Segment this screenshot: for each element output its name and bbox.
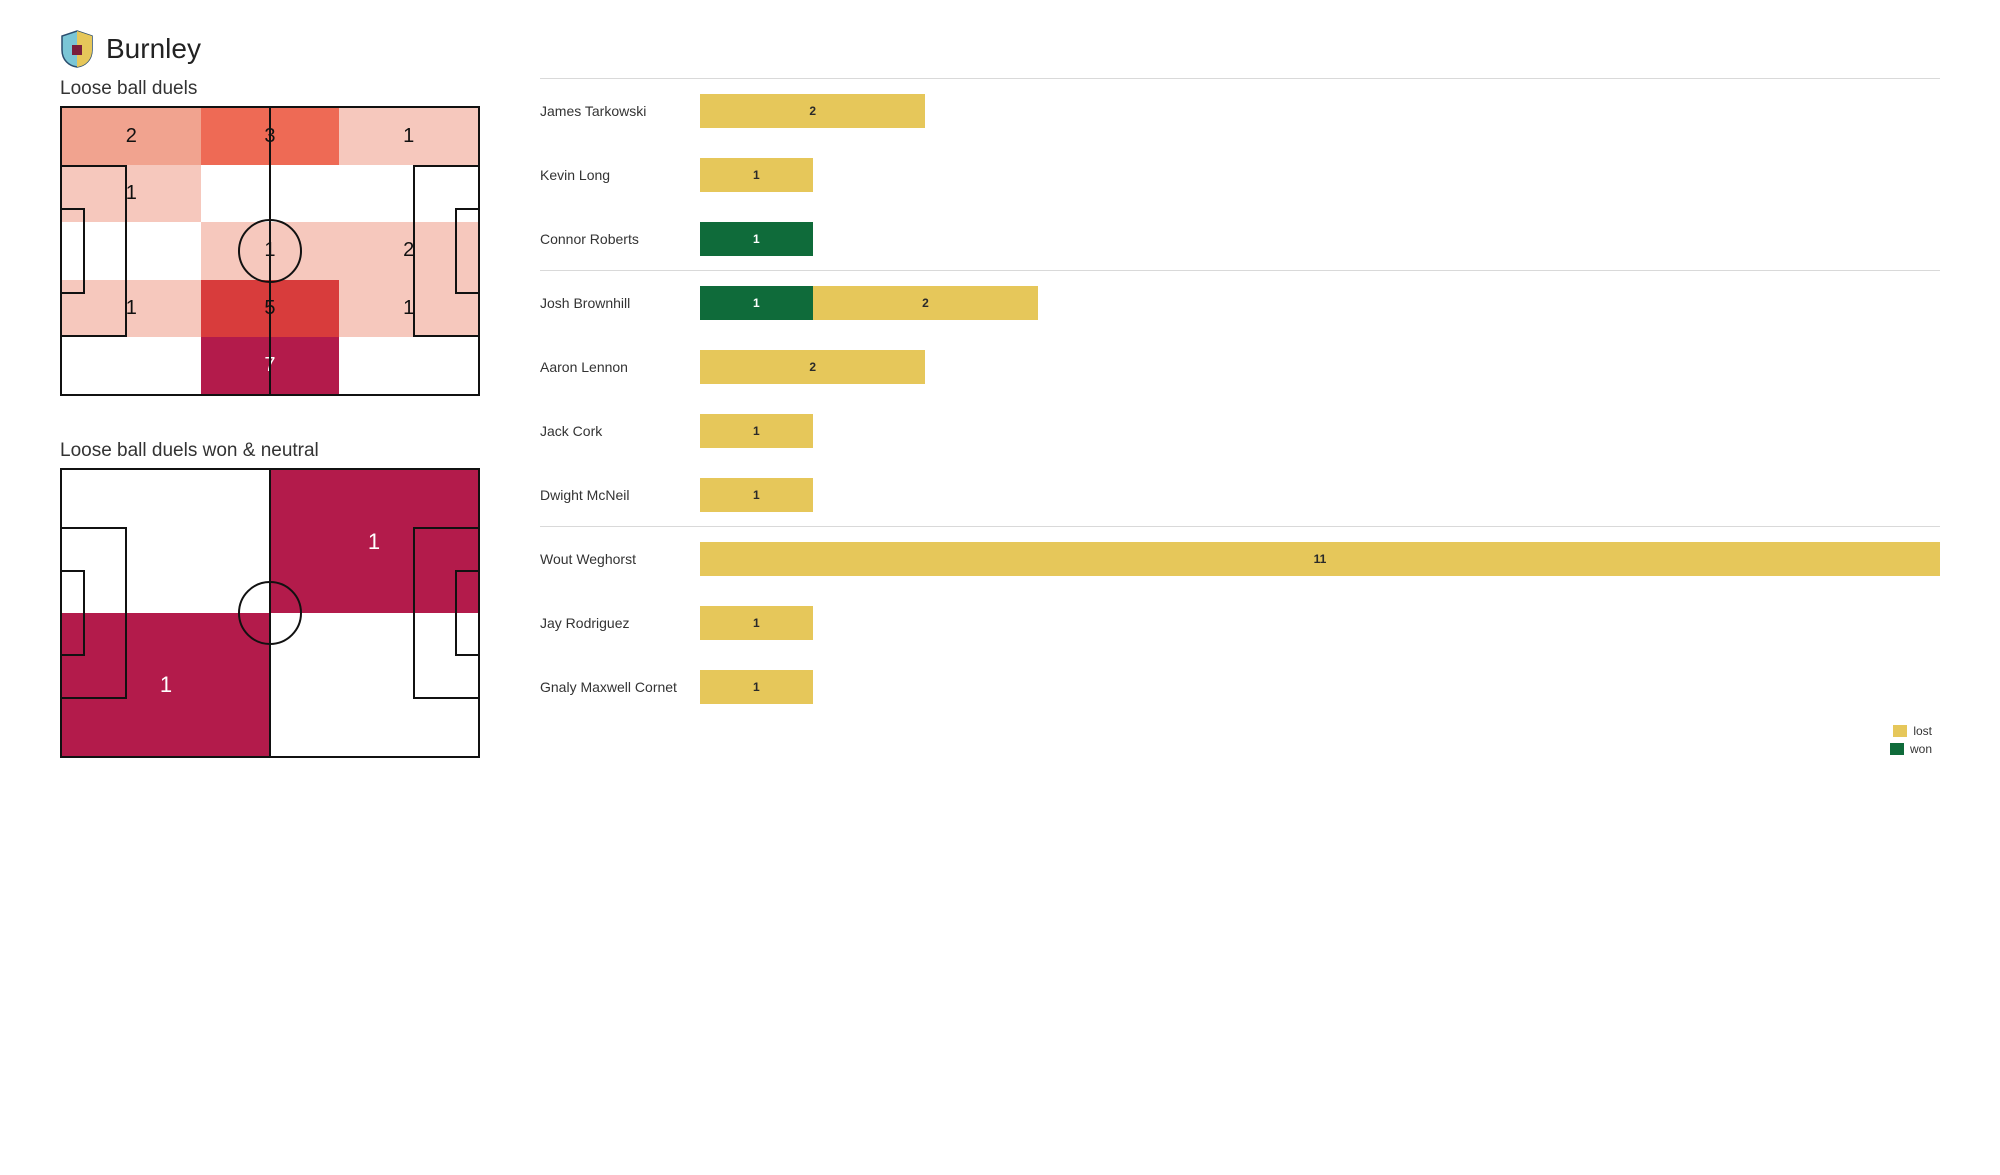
player-name: James Tarkowski: [540, 103, 700, 119]
legend-item-won: won: [1890, 742, 1932, 756]
player-name: Kevin Long: [540, 167, 700, 183]
legend-label: won: [1910, 742, 1932, 756]
player-bars: 1: [700, 414, 1940, 448]
player-name: Wout Weghorst: [540, 551, 700, 567]
heatmap-large: 11: [60, 468, 480, 758]
player-row: Wout Weghorst11: [540, 526, 1940, 590]
heatmap-cell: [339, 337, 478, 394]
player-row: Gnaly Maxwell Cornet1: [540, 654, 1940, 718]
legend-label: lost: [1913, 724, 1932, 738]
pitch-box6-right: [455, 208, 480, 294]
heatmap-small: 2311121517: [60, 106, 480, 396]
player-row: Josh Brownhill12: [540, 270, 1940, 334]
player-row: Kevin Long1: [540, 142, 1940, 206]
legend-swatch: [1893, 725, 1907, 737]
player-bars: 1: [700, 222, 1940, 256]
player-row: James Tarkowski2: [540, 78, 1940, 142]
player-row: Connor Roberts1: [540, 206, 1940, 270]
player-name: Aaron Lennon: [540, 359, 700, 375]
header: Burnley: [60, 30, 1940, 68]
player-row: Aaron Lennon2: [540, 334, 1940, 398]
bar-segment-won: 1: [700, 286, 813, 320]
team-name: Burnley: [106, 33, 201, 65]
player-bars: 1: [700, 670, 1940, 704]
player-bars: 1: [700, 606, 1940, 640]
left-column: Loose ball duels 2311121517 Loose ball d…: [60, 74, 500, 758]
bar-segment-lost: 1: [700, 606, 813, 640]
legend-item-lost: lost: [1893, 724, 1932, 738]
pitch-center-circle: [238, 581, 302, 645]
player-bar-chart: James Tarkowski2Kevin Long1Connor Robert…: [540, 74, 1940, 718]
player-row: Dwight McNeil1: [540, 462, 1940, 526]
player-bars: 1: [700, 478, 1940, 512]
bar-segment-lost: 11: [700, 542, 1940, 576]
player-name: Josh Brownhill: [540, 295, 700, 311]
heatmap-cell: [62, 337, 201, 394]
heatmap-cell: 1: [339, 108, 478, 165]
player-bars: 11: [700, 542, 1940, 576]
player-name: Gnaly Maxwell Cornet: [540, 679, 700, 695]
player-name: Connor Roberts: [540, 231, 700, 247]
player-bars: 2: [700, 350, 1940, 384]
heatmap-cell: 2: [62, 108, 201, 165]
player-name: Jack Cork: [540, 423, 700, 439]
legend: lost won: [540, 724, 1940, 756]
heatmap-large-title: Loose ball duels won & neutral: [60, 440, 500, 462]
pitch-center-circle: [238, 219, 302, 283]
bar-segment-lost: 2: [700, 350, 925, 384]
bar-segment-won: 1: [700, 222, 813, 256]
bar-segment-lost: 1: [700, 414, 813, 448]
player-name: Dwight McNeil: [540, 487, 700, 503]
player-row: Jay Rodriguez1: [540, 590, 1940, 654]
bar-segment-lost: 2: [813, 286, 1038, 320]
main-layout: Loose ball duels 2311121517 Loose ball d…: [60, 74, 1940, 758]
bar-segment-lost: 1: [700, 478, 813, 512]
bar-segment-lost: 1: [700, 670, 813, 704]
pitch-box6-left: [60, 208, 85, 294]
team-crest-icon: [60, 30, 94, 68]
pitch-box6-left: [60, 570, 85, 656]
player-row: Jack Cork1: [540, 398, 1940, 462]
player-name: Jay Rodriguez: [540, 615, 700, 631]
pitch-box6-right: [455, 570, 480, 656]
heatmap-small-title: Loose ball duels: [60, 78, 500, 100]
player-bars: 12: [700, 286, 1940, 320]
legend-swatch: [1890, 743, 1904, 755]
bar-segment-lost: 1: [700, 158, 813, 192]
player-bars: 2: [700, 94, 1940, 128]
bar-segment-lost: 2: [700, 94, 925, 128]
right-column: James Tarkowski2Kevin Long1Connor Robert…: [540, 74, 1940, 756]
player-bars: 1: [700, 158, 1940, 192]
